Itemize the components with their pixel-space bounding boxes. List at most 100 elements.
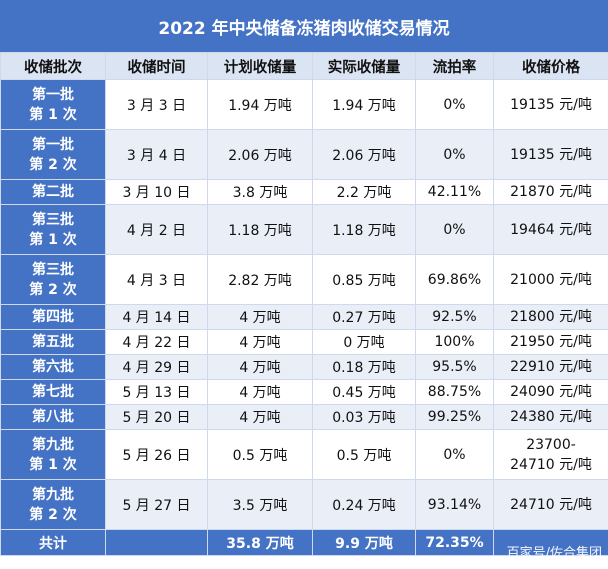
batch-name: 第三批: [32, 211, 74, 228]
total-price: [493, 529, 608, 556]
price-cell: 24380 元/吨: [493, 404, 608, 430]
date-cell: 4 月 14 日: [105, 304, 208, 330]
actual-cell: 0.24 万吨: [312, 479, 416, 530]
batch-name: 第一批: [32, 86, 74, 103]
batch-round: 第 2 次: [29, 156, 77, 173]
batch-round: 第 1 次: [29, 456, 77, 473]
batch-cell: 第三批第 1 次: [0, 204, 106, 255]
rate-cell: 95.5%: [415, 354, 494, 380]
actual-cell: 1.18 万吨: [312, 204, 416, 255]
rate-cell: 93.14%: [415, 479, 494, 530]
rate-cell: 0%: [415, 204, 494, 255]
batch-name: 第五批: [32, 334, 74, 350]
actual-cell: 0.18 万吨: [312, 354, 416, 380]
price-value: 24090 元/吨: [510, 384, 592, 400]
total-row: 共计 35.8 万吨 9.9 万吨 72.35%: [0, 529, 608, 556]
batch-round: 第 2 次: [29, 506, 77, 523]
batch-cell: 第一批第 1 次: [0, 79, 106, 130]
batch-name: 第九批: [32, 486, 74, 503]
batch-round: 第 2 次: [29, 281, 77, 298]
price-cell: 21870 元/吨: [493, 179, 608, 205]
planned-cell: 1.94 万吨: [207, 79, 313, 130]
price-cell: 23700- 24710 元/吨: [493, 429, 608, 480]
rate-cell: 99.25%: [415, 404, 494, 430]
total-label: 共计: [0, 529, 106, 556]
price-cell: 24710 元/吨: [493, 479, 608, 530]
actual-cell: 2.2 万吨: [312, 179, 416, 205]
date-cell: 5 月 26 日: [105, 429, 208, 480]
price-value: 23700-: [526, 436, 576, 453]
rate-cell: 92.5%: [415, 304, 494, 330]
price-value: 21800 元/吨: [510, 309, 592, 325]
column-header: 收储价格: [493, 52, 608, 80]
column-header: 流拍率: [415, 52, 494, 80]
batch-name: 第七批: [32, 384, 74, 400]
planned-cell: 4 万吨: [207, 354, 313, 380]
actual-cell: 0 万吨: [312, 329, 416, 355]
date-cell: 3 月 10 日: [105, 179, 208, 205]
price-value: 21870 元/吨: [510, 184, 592, 200]
price-cell: 21800 元/吨: [493, 304, 608, 330]
date-cell: 4 月 2 日: [105, 204, 208, 255]
rate-cell: 100%: [415, 329, 494, 355]
date-cell: 5 月 20 日: [105, 404, 208, 430]
price-cell: 22910 元/吨: [493, 354, 608, 380]
batch-name: 第四批: [32, 309, 74, 325]
date-cell: 3 月 3 日: [105, 79, 208, 130]
actual-cell: 0.85 万吨: [312, 254, 416, 305]
date-cell: 5 月 27 日: [105, 479, 208, 530]
price-cell: 19135 元/吨: [493, 79, 608, 130]
date-cell: 4 月 3 日: [105, 254, 208, 305]
column-header: 收储时间: [105, 52, 208, 80]
price-cell: 21000 元/吨: [493, 254, 608, 305]
planned-cell: 4 万吨: [207, 404, 313, 430]
actual-cell: 0.27 万吨: [312, 304, 416, 330]
date-cell: 3 月 4 日: [105, 129, 208, 180]
price-cell: 21950 元/吨: [493, 329, 608, 355]
batch-cell: 第七批: [0, 379, 106, 405]
total-rate: 72.35%: [415, 529, 494, 556]
rate-cell: 42.11%: [415, 179, 494, 205]
price-value: 19135 元/吨: [510, 146, 592, 163]
batch-cell: 第八批: [0, 404, 106, 430]
date-cell: 4 月 29 日: [105, 354, 208, 380]
batch-name: 第九批: [32, 436, 74, 453]
price-value: 22910 元/吨: [510, 359, 592, 375]
batch-cell: 第四批: [0, 304, 106, 330]
batch-name: 第三批: [32, 261, 74, 278]
actual-cell: 0.03 万吨: [312, 404, 416, 430]
total-actual: 9.9 万吨: [312, 529, 416, 556]
batch-cell: 第九批第 1 次: [0, 429, 106, 480]
planned-cell: 3.8 万吨: [207, 179, 313, 205]
batch-cell: 第三批第 2 次: [0, 254, 106, 305]
date-cell: 5 月 13 日: [105, 379, 208, 405]
batch-cell: 第二批: [0, 179, 106, 205]
batch-name: 第六批: [32, 359, 74, 375]
actual-cell: 1.94 万吨: [312, 79, 416, 130]
batch-cell: 第九批第 2 次: [0, 479, 106, 530]
price-value: 24380 元/吨: [510, 409, 592, 425]
price-value: 24710 元/吨: [510, 496, 592, 513]
price-value: 19464 元/吨: [510, 221, 592, 238]
total-date-cell: [105, 529, 208, 556]
batch-round: 第 1 次: [29, 106, 77, 123]
batch-cell: 第五批: [0, 329, 106, 355]
column-header: 收储批次: [0, 52, 106, 80]
batch-cell: 第一批第 2 次: [0, 129, 106, 180]
total-planned: 35.8 万吨: [207, 529, 313, 556]
batch-name: 第八批: [32, 409, 74, 425]
batch-round: 第 1 次: [29, 231, 77, 248]
planned-cell: 1.18 万吨: [207, 204, 313, 255]
price-value: 21000 元/吨: [510, 271, 592, 288]
price-value: 21950 元/吨: [510, 334, 592, 350]
column-header: 实际收储量: [312, 52, 416, 80]
